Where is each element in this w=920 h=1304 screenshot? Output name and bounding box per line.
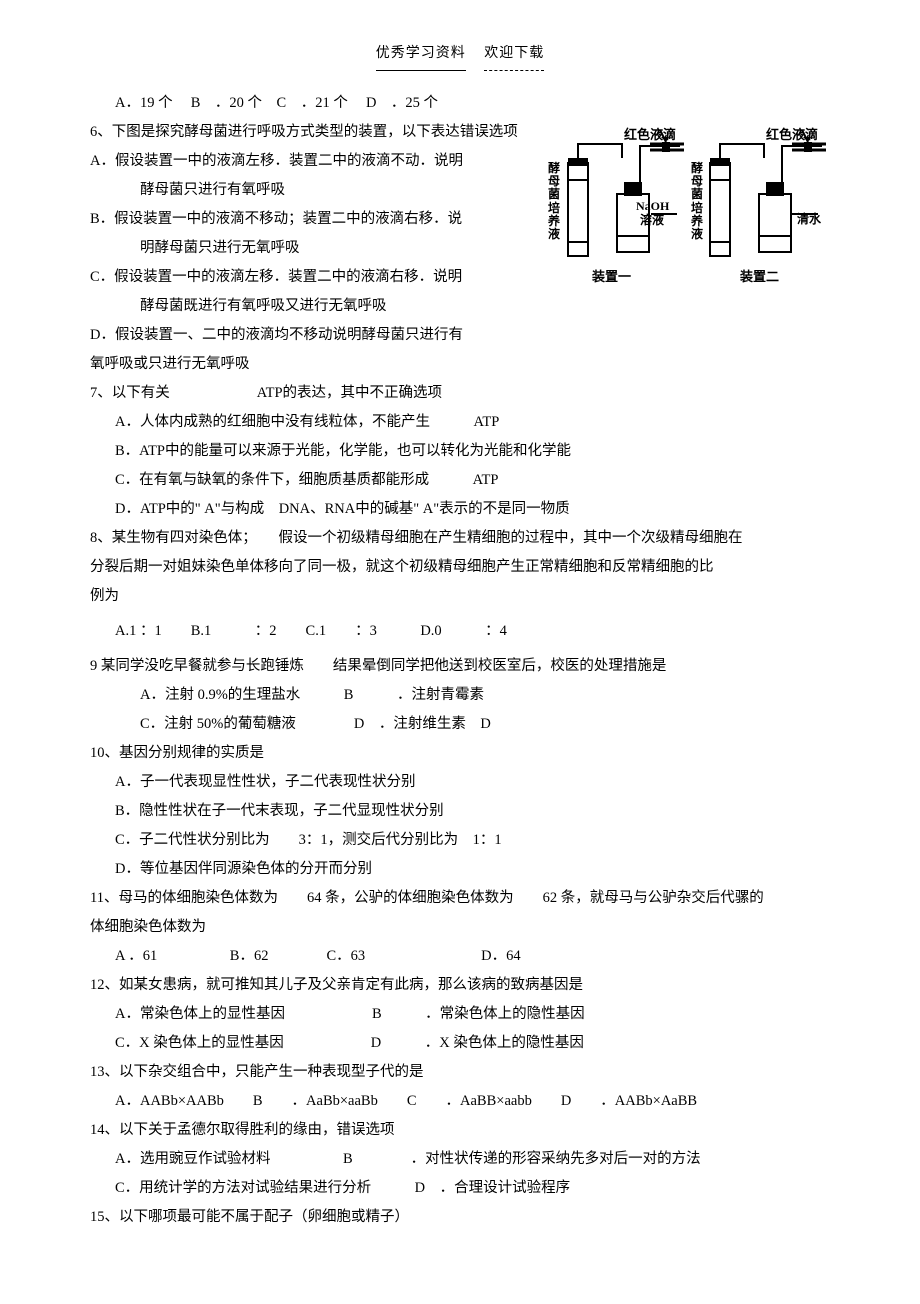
q7-c: C．在有氧与缺氧的条件下，细胞质基质都能形成 ATP xyxy=(90,466,830,495)
q6-d-line1: D．假设装置一、二中的液滴均不移动说明酵母菌只进行有 xyxy=(90,321,830,350)
fig-label-yeast-2: 酵母菌培养液 xyxy=(690,162,704,241)
q14-cd: C．用统计学的方法对试验结果进行分析 D ．合理设计试验程序 xyxy=(90,1174,830,1203)
q9-cd: C．注射 50%的葡萄糖液 D ．注射维生素 D xyxy=(90,710,830,739)
q5-options: A．19 个 B ．20 个 C ．21 个 D ．25 个 xyxy=(90,89,830,118)
q12-ab: A．常染色体上的显性基因 B ．常染色体上的隐性基因 xyxy=(90,1000,830,1029)
q9-ab: A．注射 0.9%的生理盐水 B ．注射青霉素 xyxy=(90,681,830,710)
q7-a: A．人体内成熟的红细胞中没有线粒体，不能产生 ATP xyxy=(90,408,830,437)
q11-line2: 体细胞染色体数为 xyxy=(90,913,830,942)
q10-a: A．子一代表现显性性状，子二代表现性状分别 xyxy=(90,768,830,797)
q14-ab: A．选用豌豆作试验材料 B ．对性状传递的形容采纳先多对后一对的方法 xyxy=(90,1145,830,1174)
q7-stem: 7、以下有关 ATP的表达，其中不正确选项 xyxy=(90,379,830,408)
apparatus-figure: 红色液滴 红色液滴 酵母菌培养液 酵母菌培养液 NaOH 溶液 清水 装置一 装… xyxy=(562,122,830,292)
q10-stem: 10、基因分别规律的实质是 xyxy=(90,739,830,768)
q13-stem: 13、以下杂交组合中，只能产生一种表现型子代的是 xyxy=(90,1058,830,1087)
q8-line3: 例为 xyxy=(90,582,830,611)
q6-c-line2: 酵母菌既进行有氧呼吸又进行无氧呼吸 xyxy=(90,292,830,321)
q9-stem: 9 某同学没吃早餐就参与长跑锤炼 结果晕倒同学把他送到校医室后，校医的处理措施是 xyxy=(90,652,830,681)
fig-label-red-drop-1: 红色液滴 xyxy=(624,122,676,148)
fig-label-device-1: 装置一 xyxy=(592,264,631,290)
q15-stem: 15、以下哪项最可能不属于配子（卵细胞或精子） xyxy=(90,1203,830,1232)
q14-stem: 14、以下关于孟德尔取得胜利的缘由，错误选项 xyxy=(90,1116,830,1145)
fig-label-water: 清水 xyxy=(797,207,821,231)
q7-d: D．ATP中的" A"与构成 DNA、RNA中的碱基" A"表示的不是同一物质 xyxy=(90,495,830,524)
q12-cd: C．X 染色体上的显性基因 D ．X 染色体上的隐性基因 xyxy=(90,1029,830,1058)
header-right: 欢迎下载 xyxy=(484,40,544,71)
q11-options: A ．61 B．62 C．63 D．64 xyxy=(90,942,830,971)
q10-c: C．子二代性状分别比为 3：1，测交后代分别比为 1：1 xyxy=(90,826,830,855)
q10-b: B．隐性性状在子一代末表现，子二代显现性状分别 xyxy=(90,797,830,826)
q8-line1: 8、某生物有四对染色体； 假设一个初级精母细胞在产生精细胞的过程中，其中一个次级… xyxy=(90,524,830,553)
q6-d-line2: 氧呼吸或只进行无氧呼吸 xyxy=(90,350,830,379)
q8-options: A.1 ：1 B.1 ：2 C.1 ：3 D.0 ：4 xyxy=(90,617,830,646)
q12-stem: 12、如某女患病，就可推知其儿子及父亲肯定有此病，那么该病的致病基因是 xyxy=(90,971,830,1000)
q7-b: B．ATP中的能量可以来源于光能，化学能，也可以转化为光能和化学能 xyxy=(90,437,830,466)
page: 优秀学习资料 欢迎下载 A．19 个 B ．20 个 C ．21 个 D ．25… xyxy=(0,0,920,1272)
q10-d: D．等位基因伴同源染色体的分开而分别 xyxy=(90,855,830,884)
page-header: 优秀学习资料 欢迎下载 xyxy=(90,40,830,71)
q13-options: A．AABb×AABb B ．AaBb×aaBb C ．AaBB×aabb D … xyxy=(90,1087,830,1116)
fig-label-red-drop-2: 红色液滴 xyxy=(766,122,818,148)
fig-label-yeast-1: 酵母菌培养液 xyxy=(547,162,561,241)
fig-label-device-2: 装置二 xyxy=(740,264,779,290)
q11-line1: 11、母马的体细胞染色体数为 64 条，公驴的体细胞染色体数为 62 条，就母马… xyxy=(90,884,830,913)
fig-label-naoh-2: 溶液 xyxy=(640,208,664,232)
q8-line2: 分裂后期一对姐妹染色单体移向了同一极，就这个初级精母细胞产生正常精细胞和反常精细… xyxy=(90,553,830,582)
header-left: 优秀学习资料 xyxy=(376,40,466,71)
